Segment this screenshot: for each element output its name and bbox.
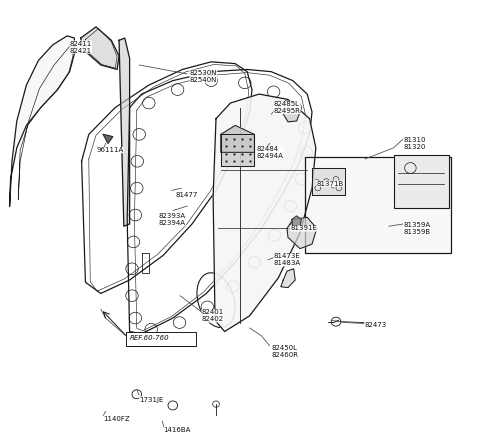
Text: 82401
82402: 82401 82402 — [202, 309, 224, 323]
Text: 81359A
81359B: 81359A 81359B — [403, 222, 431, 235]
Polygon shape — [221, 134, 254, 166]
Polygon shape — [279, 101, 300, 122]
Text: 82485L
82495R: 82485L 82495R — [274, 101, 300, 114]
Text: 96111A: 96111A — [97, 147, 124, 153]
Polygon shape — [119, 38, 130, 226]
Polygon shape — [103, 134, 113, 143]
Text: 82484
82494A: 82484 82494A — [257, 146, 284, 159]
Text: 81391E: 81391E — [290, 225, 317, 232]
Polygon shape — [292, 216, 301, 228]
Polygon shape — [221, 125, 254, 152]
Text: REF.60-760: REF.60-760 — [130, 335, 169, 341]
Text: 81477: 81477 — [175, 192, 198, 198]
Text: 82411
82421: 82411 82421 — [70, 40, 92, 54]
Bar — [305, 157, 451, 253]
Text: 82473: 82473 — [365, 322, 387, 328]
Text: 81371B: 81371B — [317, 181, 344, 187]
Bar — [394, 155, 449, 208]
Polygon shape — [287, 217, 317, 249]
Text: 81310
81320: 81310 81320 — [403, 137, 426, 150]
Text: 1731JE: 1731JE — [139, 396, 164, 403]
Text: 1416BA: 1416BA — [163, 427, 191, 433]
Polygon shape — [281, 269, 295, 288]
Text: 81473E
81483A: 81473E 81483A — [274, 253, 301, 267]
Polygon shape — [213, 94, 316, 332]
Text: 82393A
82394A: 82393A 82394A — [158, 213, 186, 226]
Bar — [126, 332, 196, 346]
Text: 1140FZ: 1140FZ — [103, 416, 130, 422]
Polygon shape — [10, 36, 74, 206]
Polygon shape — [312, 168, 345, 195]
Text: 82450L
82460R: 82450L 82460R — [271, 345, 298, 358]
Polygon shape — [81, 27, 119, 69]
Text: 82530N
82540N: 82530N 82540N — [190, 69, 217, 83]
